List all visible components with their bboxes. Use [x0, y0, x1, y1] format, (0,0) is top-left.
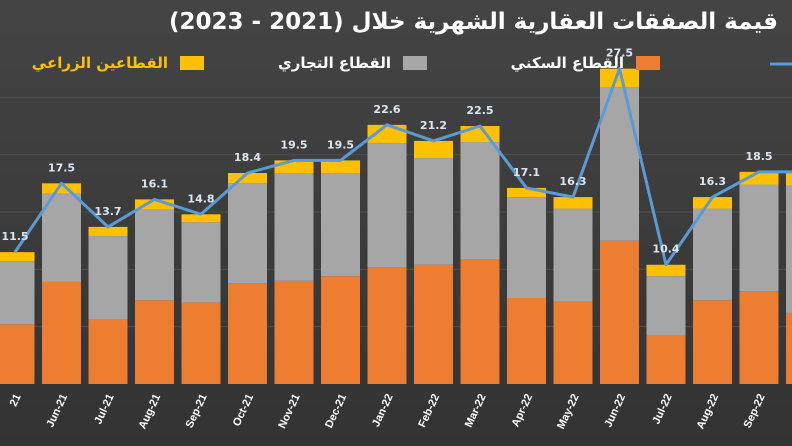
- bar-segment-agricultural: القطاعين الزراعي Sep-22: 1.1: [739, 171, 779, 185]
- x-tick-label: Jul-22: [650, 392, 674, 426]
- bar-segment-commercial: القطاع التجاري Aug-21: 7.9: [135, 209, 174, 301]
- bar-segment-residential: القطاع السكني Dec-21: 9.4: [321, 276, 360, 384]
- x-tick-label: Jun-21: [44, 392, 70, 429]
- bar-segment-commercial: القطاع التجاري Feb-22: 9.3: [414, 158, 453, 265]
- bar-segment-agricultural: القطاعين الزراعي Jul-22: 1: [646, 264, 686, 277]
- bar-segment-residential: القطاع السكني Mar-22: 10.9: [460, 259, 500, 384]
- x-tick-label: Sep-21: [184, 392, 210, 430]
- data-label: 22.5: [466, 104, 493, 117]
- x-tick-label: 21: [8, 392, 24, 408]
- x-tick-label: Mar-22: [463, 392, 489, 429]
- bar-segment-commercial: القطاع التجاري May-21: 5.5: [0, 261, 35, 325]
- legend-label: القطاع السكني: [511, 54, 624, 72]
- x-tick-label: Aug-21: [137, 392, 164, 431]
- bar-segment-commercial: القطاع التجاري Aug-22: 8: [693, 208, 732, 301]
- x-tick-label: Oct-21: [231, 392, 256, 428]
- bar-segment-commercial: القطاع التجاري Dec-21: 9: [321, 173, 360, 277]
- bar-segment-commercial: القطاع التجاري Nov-21: 9.4: [274, 173, 314, 281]
- x-tick-label: Feb-22: [416, 392, 442, 429]
- bar-segment-commercial: القطاع التجاري Jun-21: 7.7: [42, 193, 81, 282]
- x-tick-label: May-22: [555, 392, 582, 431]
- bar-segment-agricultural: القطاعين الزراعي Oct-22: 1.2: [786, 171, 792, 186]
- bar-segment-commercial: القطاع التجاري Oct-22: 11.1: [786, 185, 792, 313]
- bar-segment-commercial: القطاع التجاري Jan-22: 10.8: [367, 143, 407, 268]
- bar-segment-commercial: القطاع التجاري Jul-22: 5.2: [646, 276, 686, 336]
- data-label: 11.5: [1, 230, 28, 243]
- data-label: 14.8: [187, 192, 214, 205]
- bar-segment-agricultural: القطاعين الزراعي Jul-21: 0.8: [88, 226, 128, 237]
- bar-segment-residential: القطاع السكني Nov-21: 9: [274, 280, 314, 384]
- data-label: 18.4: [234, 151, 261, 164]
- data-label: 21.2: [420, 119, 447, 132]
- bar-segment-residential: القطاع السكني Jul-22: 4.2: [646, 335, 686, 384]
- bar-segment-agricultural: القطاعين الزراعي May-22: 1: [553, 197, 593, 209]
- bar-segment-agricultural: القطاعين الزراعي Jun-22: 1.6: [600, 68, 639, 88]
- bar-segment-residential: القطاع السكني Jun-21: 8.9: [42, 281, 81, 384]
- x-tick-label: Jun-22: [602, 392, 628, 429]
- data-label: 19.5: [280, 138, 307, 151]
- bar-segment-residential: القطاع السكني Aug-21: 7.3: [135, 300, 174, 384]
- bar-segment-agricultural: القطاعين الزراعي Feb-22: 1.5: [414, 140, 453, 159]
- bar-segment-residential: القطاع السكني Oct-22: 6.2: [786, 312, 792, 384]
- bar-segment-residential: القطاع السكني Jul-21: 5.6: [88, 319, 128, 384]
- legend-swatch: [180, 56, 204, 70]
- legend-label: القطاع التجاري: [278, 54, 391, 73]
- x-tick-label: Aug-22: [695, 392, 722, 431]
- bar-segment-residential: القطاع السكني Sep-21: 7.1: [181, 302, 221, 384]
- bar-segment-agricultural: القطاعين الزراعي Nov-21: 1.1: [274, 160, 314, 174]
- bar-segment-agricultural: القطاعين الزراعي Sep-21: 0.7: [181, 214, 221, 223]
- x-tick-label: Jan-22: [370, 392, 396, 429]
- bar-segment-residential: القطاع السكني May-21: 5.2: [0, 324, 35, 384]
- data-label: 10.4: [652, 243, 679, 256]
- bar-segment-residential: القطاع السكني Oct-21: 8.8: [228, 283, 267, 384]
- x-tick-label: Dec-21: [323, 392, 349, 430]
- bar-segment-commercial: القطاع التجاري Sep-22: 9.3: [739, 184, 779, 292]
- bar-segment-agricultural: القطاعين الزراعي Dec-21: 1.1: [321, 160, 360, 174]
- bar-segment-residential: القطاع السكني Jan-22: 10.2: [367, 267, 407, 384]
- data-label: 16.3: [559, 175, 586, 188]
- bar-segment-commercial: القطاع التجاري Sep-21: 7: [181, 222, 221, 303]
- bar-segment-agricultural: القطاعين الزراعي Oct-21: 0.9: [228, 173, 267, 184]
- data-label: 19.5: [327, 138, 354, 151]
- x-tick-label: Jul-21: [92, 392, 116, 426]
- bar-segment-commercial: القطاع التجاري Mar-22: 10.2: [460, 142, 500, 260]
- bar-segment-agricultural: القطاعين الزراعي Apr-22: 0.8: [507, 187, 546, 198]
- data-label: 16.3: [699, 175, 726, 188]
- x-tick-label: Sep-22: [742, 392, 768, 430]
- bar-segment-agricultural: القطاعين الزراعي Jun-21: 0.9: [42, 183, 81, 194]
- bar-segment-agricultural: القطاعين الزراعي Aug-22: 1: [693, 197, 732, 209]
- bar-segment-commercial: القطاع التجاري Oct-21: 8.7: [228, 183, 267, 284]
- bar-segment-commercial: القطاع التجاري Apr-22: 8.8: [507, 197, 546, 298]
- bar-segment-residential: القطاع السكني Jun-22: 12.5: [600, 240, 639, 384]
- bar-segment-residential: القطاع السكني May-22: 7.2: [553, 301, 593, 384]
- bar-segment-residential: القطاع السكني Sep-22: 8.1: [739, 291, 779, 384]
- data-label: 16.1: [141, 177, 168, 190]
- bar-segment-agricultural: القطاعين الزراعي May-21: 0.8: [0, 252, 35, 262]
- data-label: 18.5: [745, 150, 772, 163]
- legend-swatch: [636, 56, 660, 70]
- data-label: 17.1: [513, 166, 540, 179]
- total-line: [13, 67, 792, 267]
- data-label: 13.7: [94, 205, 121, 218]
- bar-segment-commercial: القطاع التجاري Jun-22: 13.4: [600, 87, 639, 241]
- data-label: 27.5: [606, 47, 633, 60]
- legend-swatch: [403, 56, 427, 70]
- chart-title: قيمة الصفقات العقارية الشهرية خلال (2021…: [169, 9, 778, 35]
- bar-segment-commercial: القطاع التجاري Jul-21: 7.3: [88, 236, 128, 320]
- x-tick-label: Apr-22: [510, 392, 536, 429]
- bar-segment-agricultural: القطاعين الزراعي Aug-21: 0.9: [135, 199, 174, 210]
- x-tick-label: Nov-21: [276, 392, 302, 430]
- legend-label: القطاعين الزراعي: [32, 54, 168, 72]
- data-label: 22.6: [373, 103, 400, 116]
- bar-segment-commercial: القطاع التجاري May-22: 8.1: [553, 208, 593, 302]
- bar-segment-residential: القطاع السكني Feb-22: 10.4: [414, 264, 453, 384]
- bar-segment-residential: القطاع السكني Aug-22: 7.3: [693, 300, 732, 384]
- bar-segment-residential: القطاع السكني Apr-22: 7.5: [507, 298, 546, 384]
- data-label: 17.5: [48, 161, 75, 174]
